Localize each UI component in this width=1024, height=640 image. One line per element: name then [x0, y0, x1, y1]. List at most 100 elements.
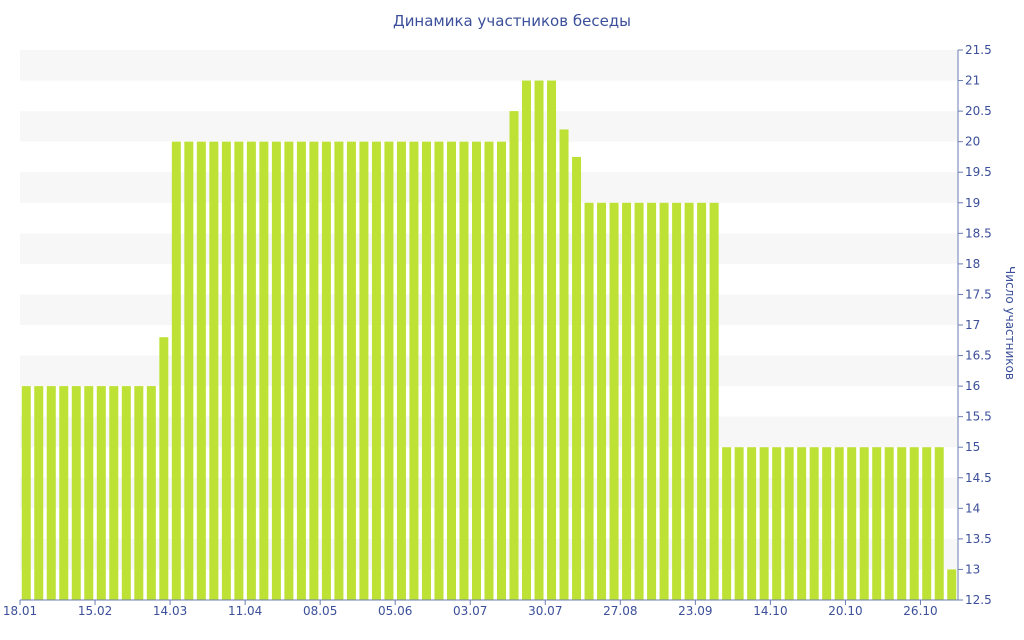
x-tick-label: 20.10: [828, 604, 862, 618]
bar[interactable]: [797, 447, 807, 600]
bar[interactable]: [71, 386, 81, 600]
bar[interactable]: [196, 141, 206, 600]
y-axis-title: Число участников: [1003, 266, 1017, 380]
bar[interactable]: [609, 202, 619, 600]
bar[interactable]: [897, 447, 907, 600]
bar[interactable]: [859, 447, 869, 600]
bar[interactable]: [559, 129, 569, 600]
bar[interactable]: [84, 386, 94, 600]
bar[interactable]: [484, 141, 494, 600]
bar[interactable]: [471, 141, 481, 600]
bar[interactable]: [672, 202, 682, 600]
x-tick-label: 15.02: [78, 604, 112, 618]
bar[interactable]: [221, 141, 231, 600]
y-tick-label: 21.5: [965, 43, 992, 57]
bar[interactable]: [734, 447, 744, 600]
x-tick-label: 30.07: [528, 604, 562, 618]
bar[interactable]: [396, 141, 406, 600]
bar[interactable]: [822, 447, 832, 600]
bar[interactable]: [371, 141, 381, 600]
bar[interactable]: [109, 386, 119, 600]
bar[interactable]: [784, 447, 794, 600]
y-tick-label: 16.5: [965, 349, 992, 363]
grid-band: [20, 111, 958, 142]
bar[interactable]: [296, 141, 306, 600]
bar[interactable]: [909, 447, 919, 600]
bar[interactable]: [772, 447, 782, 600]
x-tick-label: 27.08: [603, 604, 637, 618]
bar[interactable]: [271, 141, 281, 600]
y-tick-label: 13.5: [965, 532, 992, 546]
bar[interactable]: [21, 386, 31, 600]
bar[interactable]: [171, 141, 181, 600]
bar[interactable]: [209, 141, 219, 600]
bar[interactable]: [834, 447, 844, 600]
bar[interactable]: [421, 141, 431, 600]
bar[interactable]: [622, 202, 632, 600]
bar[interactable]: [809, 447, 819, 600]
bar[interactable]: [934, 447, 944, 600]
bar[interactable]: [884, 447, 894, 600]
bar[interactable]: [697, 202, 707, 600]
bar[interactable]: [259, 141, 269, 600]
bar[interactable]: [534, 80, 544, 601]
bar[interactable]: [246, 141, 256, 600]
y-tick-label: 20.5: [965, 104, 992, 118]
bar[interactable]: [384, 141, 394, 600]
y-tick-label: 20: [965, 135, 980, 149]
bar[interactable]: [922, 447, 932, 600]
x-tick-label: 11.04: [228, 604, 262, 618]
bar[interactable]: [509, 111, 519, 600]
bar[interactable]: [459, 141, 469, 600]
bar[interactable]: [121, 386, 131, 600]
bar[interactable]: [96, 386, 106, 600]
bar[interactable]: [847, 447, 857, 600]
bar[interactable]: [321, 141, 331, 600]
bar[interactable]: [134, 386, 144, 600]
bar[interactable]: [634, 202, 644, 600]
bar[interactable]: [759, 447, 769, 600]
y-tick-label: 15.5: [965, 410, 992, 424]
bar[interactable]: [497, 141, 507, 600]
bar[interactable]: [159, 337, 169, 600]
x-tick-label: 18.01: [3, 604, 37, 618]
bar[interactable]: [146, 386, 156, 600]
bar[interactable]: [872, 447, 882, 600]
bar[interactable]: [522, 80, 532, 601]
y-tick-label: 13: [965, 562, 980, 576]
bar[interactable]: [46, 386, 56, 600]
bar[interactable]: [547, 80, 557, 601]
bar[interactable]: [434, 141, 444, 600]
bar[interactable]: [446, 141, 456, 600]
bar[interactable]: [709, 202, 719, 600]
bar[interactable]: [684, 202, 694, 600]
y-tick-label: 14.5: [965, 471, 992, 485]
bar[interactable]: [584, 202, 594, 600]
bar[interactable]: [409, 141, 419, 600]
bar[interactable]: [346, 141, 356, 600]
bar[interactable]: [597, 202, 607, 600]
bar[interactable]: [334, 141, 344, 600]
x-tick-label: 08.05: [303, 604, 337, 618]
bar[interactable]: [947, 569, 957, 600]
bar[interactable]: [359, 141, 369, 600]
bar[interactable]: [234, 141, 244, 600]
y-tick-label: 16: [965, 379, 980, 393]
y-tick-label: 17.5: [965, 287, 992, 301]
bar[interactable]: [722, 447, 732, 600]
bar[interactable]: [309, 141, 319, 600]
bar[interactable]: [184, 141, 194, 600]
bar[interactable]: [647, 202, 657, 600]
bar[interactable]: [747, 447, 757, 600]
bar[interactable]: [284, 141, 294, 600]
x-tick-label: 05.06: [378, 604, 412, 618]
y-tick-label: 15: [965, 440, 980, 454]
bar[interactable]: [572, 156, 582, 600]
bar[interactable]: [659, 202, 669, 600]
y-tick-label: 18.5: [965, 226, 992, 240]
bar[interactable]: [34, 386, 44, 600]
bar[interactable]: [59, 386, 69, 600]
y-tick-label: 21: [965, 74, 980, 88]
